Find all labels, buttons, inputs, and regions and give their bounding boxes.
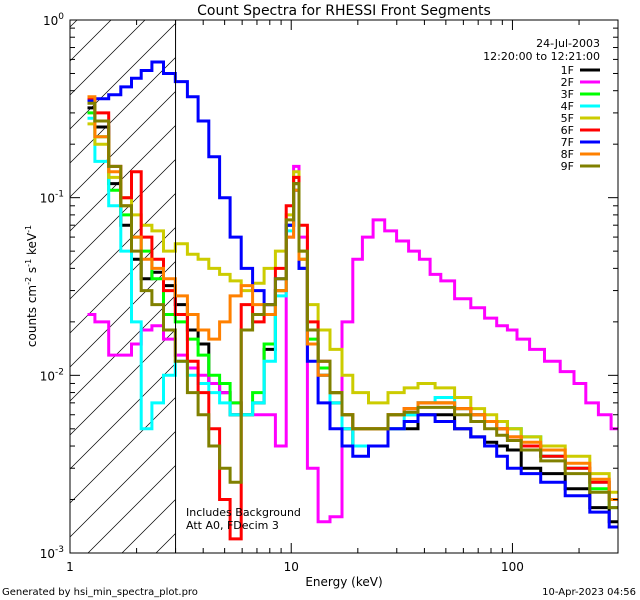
hatch-line — [70, 22, 176, 130]
plot-timestamp: 10-Apr-2023 04:56 — [542, 587, 636, 598]
hatched-region — [70, 20, 176, 553]
legend-label-2F: 2F — [561, 76, 574, 89]
hatch-line — [70, 362, 176, 470]
legend-label-8F: 8F — [561, 148, 574, 161]
y-tick-label: 10-3 — [40, 545, 64, 561]
hatch-line — [70, 226, 176, 334]
series-layer — [87, 60, 618, 541]
legend-label-6F: 6F — [561, 124, 574, 137]
hatch-line — [87, 464, 176, 553]
x-axis-label: Energy (keV) — [305, 575, 382, 589]
x-tick-label: 1 — [66, 560, 74, 574]
plot-frame — [69, 19, 619, 554]
hatch-line — [70, 430, 176, 538]
y-axis-label: counts cm-2 s-1 keV-1 — [24, 225, 39, 347]
legend-label-4F: 4F — [561, 100, 574, 113]
hatch-line — [70, 294, 176, 402]
y-tick-label: 100 — [43, 12, 64, 28]
hatch-line — [70, 20, 78, 28]
hatch-line — [70, 192, 176, 300]
hatch-line — [70, 20, 112, 62]
time-range-label: 12:20:00 to 12:21:00 — [483, 50, 600, 63]
legend-label-3F: 3F — [561, 88, 574, 101]
axis-ticks: 1 10 100 10-3 10-2 10-1 100 — [40, 12, 619, 574]
date-label: 24-Jul-2003 — [536, 37, 600, 50]
generated-by-label: Generated by hsi_min_spectra_plot.pro — [2, 587, 198, 598]
hatch-line — [70, 396, 176, 504]
hatch-line — [70, 56, 176, 164]
y-tick-label: 10-2 — [40, 367, 64, 383]
legend-label-1F: 1F — [561, 64, 574, 77]
background-annotation: Includes Background — [186, 506, 301, 519]
legend-label-9F: 9F — [561, 160, 574, 173]
hatch-line — [70, 124, 176, 232]
legend-label-7F: 7F — [561, 136, 574, 149]
legend-label-5F: 5F — [561, 112, 574, 125]
hatch-line — [70, 20, 146, 96]
chart-title: Count Spectra for RHESSI Front Segments — [197, 3, 491, 19]
x-tick-label: 100 — [501, 560, 524, 574]
attenuator-annotation: Att A0, FDecim 3 — [186, 519, 279, 532]
series-9F — [87, 101, 618, 510]
y-tick-label: 10-1 — [40, 190, 64, 206]
hatch-line — [70, 328, 176, 436]
series-7F — [87, 60, 618, 529]
x-tick-label: 10 — [284, 560, 299, 574]
hatch-line — [70, 260, 176, 368]
